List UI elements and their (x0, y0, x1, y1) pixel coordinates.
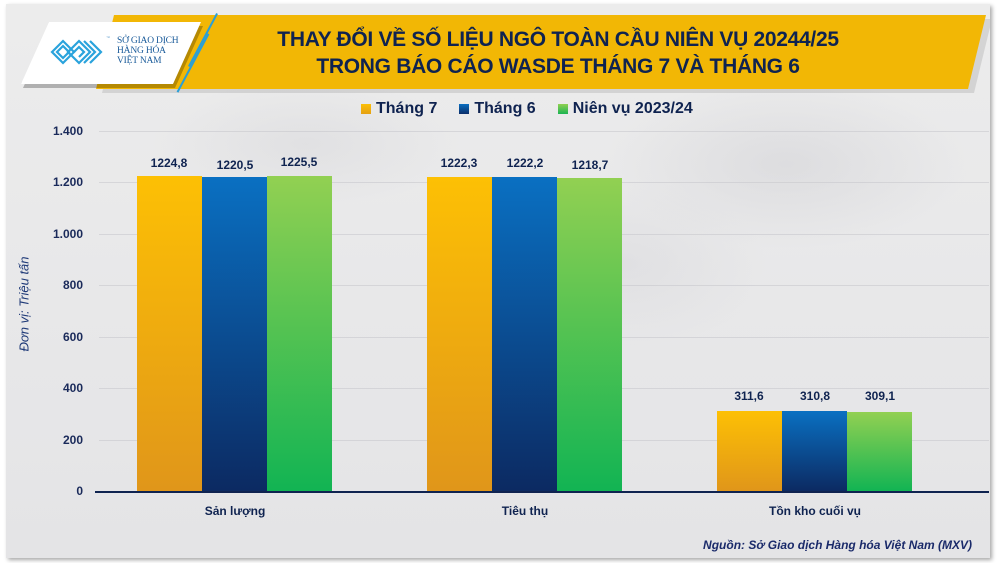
bar-ton-kho-thang-7 (717, 410, 782, 491)
bar-tieu-thu-thang-7 (427, 176, 492, 491)
y-tick-label: 200 (62, 432, 83, 447)
x-axis-line (95, 491, 989, 493)
bar-value-label: 311,6 (734, 389, 764, 403)
source-note: Nguồn: Sở Giao dịch Hàng hóa Việt Nam (M… (703, 538, 972, 552)
bar-ton-kho-thang-6 (782, 411, 847, 491)
bar-value-label: 1218,7 (571, 158, 609, 172)
logo-line-3: VIỆT NAM (117, 56, 162, 66)
y-tick-label: 800 (62, 278, 83, 293)
chart-title: THAY ĐỔI VỀ SỐ LIỆU NGÔ TOÀN CẦU NIÊN VỤ… (238, 26, 878, 80)
legend-swatch-thang-6 (459, 104, 470, 114)
y-tick-label: 0 (76, 484, 83, 498)
legend-label: Tháng 6 (474, 100, 536, 117)
category-label-tieu-thu: Tiêu thụ (501, 504, 549, 518)
trademark-mark: ™ (106, 35, 110, 40)
bar-value-label: 1220,5 (216, 158, 254, 172)
bar-tieu-thu-thang-6 (492, 176, 557, 491)
legend-item-thang-7: Tháng 7 (361, 100, 437, 118)
legend-label: Tháng 7 (376, 100, 438, 117)
mxv-logo-icon (50, 39, 103, 65)
category-label-san-luong: Sản lượng (204, 504, 266, 518)
bar-san-luong-thang-6 (202, 177, 267, 491)
legend-label: Niên vụ 2023/24 (572, 100, 693, 117)
gridline (99, 131, 989, 132)
bar-san-luong-nien-vu-2023-24 (267, 175, 332, 491)
title-banner (96, 15, 986, 89)
y-tick-label: 400 (62, 381, 83, 396)
y-tick-label: 1.200 (52, 175, 83, 190)
y-tick-label: 1.400 (52, 124, 83, 138)
legend-swatch-nien-vu-2023-24 (557, 104, 568, 114)
chart-card: THAY ĐỔI VỀ SỐ LIỆU NGÔ TOÀN CẦU NIÊN VỤ… (6, 4, 990, 558)
bar-value-label: 309,1 (864, 389, 896, 403)
bars-container: 1224,8 1220,5 1225,5 1222,3 1222,2 1218,… (99, 131, 989, 491)
plot-area: 0 200 400 600 800 1.000 1.200 1.400 1224… (53, 124, 989, 518)
logo-line-2: HÀNG HÓA (117, 46, 166, 56)
bar-value-label: 310,8 (799, 389, 831, 403)
bar-value-label: 1222,2 (506, 156, 544, 170)
bar-tieu-thu-nien-vu-2023-24 (557, 177, 622, 491)
legend-swatch-thang-7 (361, 104, 371, 114)
category-label-ton-kho: Tồn kho cuối vụ (769, 504, 861, 518)
title-line-2: TRONG BÁO CÁO WASDE THÁNG 7 VÀ THÁNG 6 (316, 55, 800, 78)
legend-item-thang-6: Tháng 6 (459, 100, 536, 118)
logo-line-1: SỞ GIAO DỊCH (117, 36, 179, 46)
y-tick-label: 1.000 (52, 226, 83, 241)
bar-value-label: 1225,5 (280, 155, 318, 169)
legend-item-nien-vu-2023-24: Niên vụ 2023/24 (557, 100, 693, 118)
y-tick-label: 600 (62, 329, 83, 344)
chart-legend: Tháng 7 Tháng 6 Niên vụ 2023/24 (361, 100, 715, 118)
bar-value-label: 1222,3 (440, 156, 478, 170)
logo-box (21, 22, 201, 84)
logo-text: SỞ GIAO DỊCH HÀNG HÓA VIỆT NAM (117, 36, 179, 66)
bar-ton-kho-nien-vu-2023-24 (847, 411, 912, 491)
title-line-1: THAY ĐỔI VỀ SỐ LIỆU NGÔ TOÀN CẦU NIÊN VỤ… (277, 28, 839, 51)
bar-san-luong-thang-7 (137, 176, 202, 491)
bar-value-label: 1224,8 (150, 156, 188, 170)
